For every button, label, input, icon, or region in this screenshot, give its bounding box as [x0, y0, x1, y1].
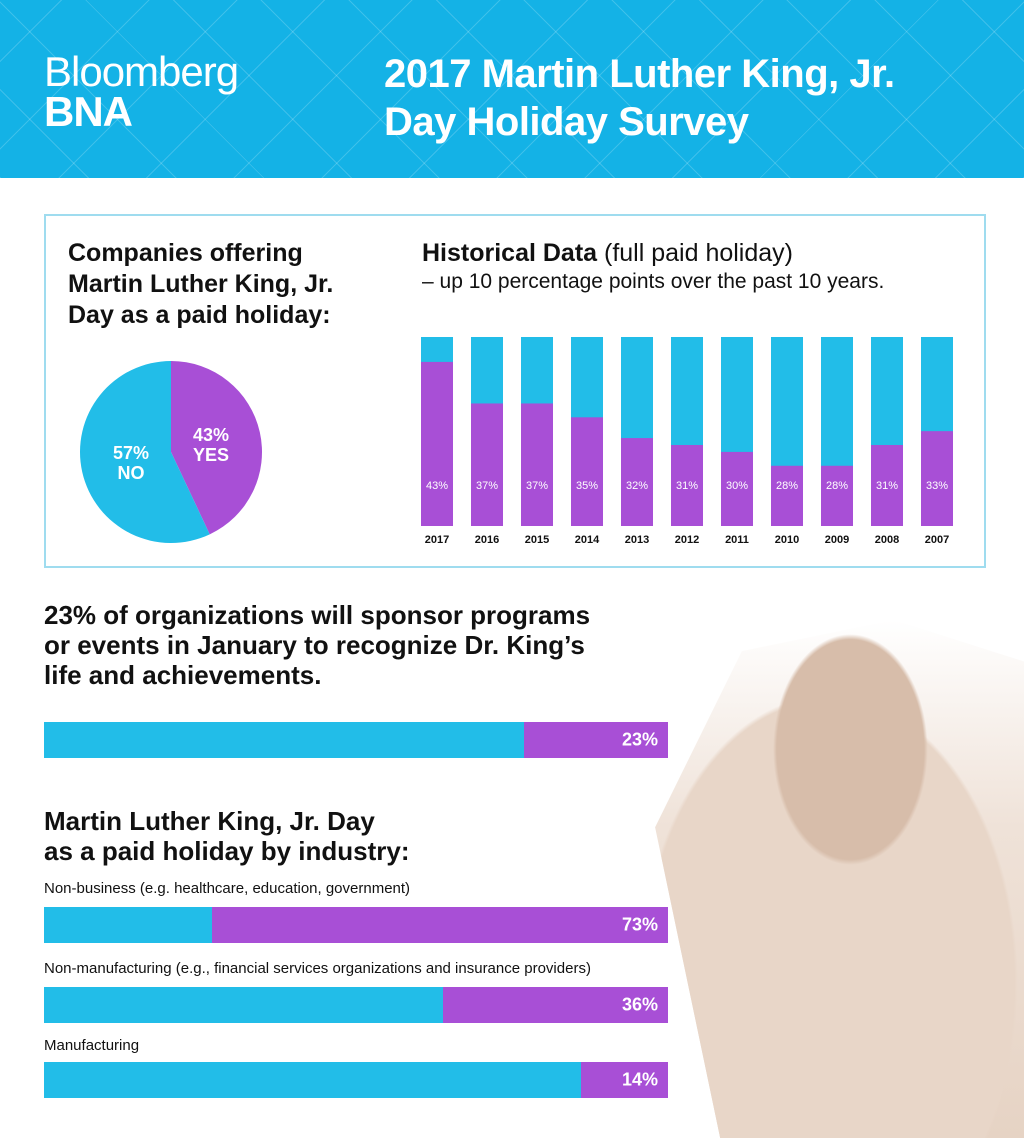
- historical-title-bold: Historical Data: [422, 239, 598, 267]
- bar-data-label: 35%: [576, 480, 598, 492]
- bar-value: [621, 438, 653, 526]
- bar-value-fill: [580, 1062, 668, 1098]
- mlk-statue-image: [655, 620, 1024, 1138]
- horizontal-bar: 73%: [44, 907, 668, 943]
- pie-category-label: NO: [118, 463, 145, 483]
- x-tick-label: 2009: [825, 534, 849, 546]
- x-tick-label: 2014: [575, 534, 600, 546]
- industry-title-line: as a paid holiday by industry:: [44, 836, 410, 866]
- x-tick-label: 2016: [475, 534, 499, 546]
- pie-title-line: Companies offering: [68, 239, 303, 267]
- pie-slice-yes: [171, 361, 262, 535]
- historical-title-rest: (full paid holiday): [597, 239, 793, 267]
- historical-title: Historical Data (full paid holiday): [422, 238, 793, 268]
- logo-line1: Bloomberg: [44, 48, 239, 95]
- bar-data-label: 36%: [621, 994, 658, 1015]
- industry-title: Martin Luther King, Jr. Day as a paid ho…: [44, 806, 410, 866]
- bar-data-label: 31%: [876, 480, 898, 492]
- x-tick-label: 2017: [425, 534, 449, 546]
- bar-value: [921, 431, 953, 526]
- industry-label: Non-business (e.g. healthcare, education…: [44, 880, 411, 897]
- bar-data-label: 73%: [621, 914, 658, 935]
- bar-value: [771, 465, 803, 526]
- bar-value: [871, 445, 903, 526]
- industry-label: Non-manufacturing (e.g., financial servi…: [44, 960, 591, 977]
- pie-value-label: 57%: [113, 443, 149, 463]
- industry-label: Manufacturing: [44, 1037, 140, 1054]
- x-tick-label: 2008: [875, 534, 899, 546]
- logo-line2: BNA: [44, 88, 133, 135]
- bar-value: [471, 403, 503, 526]
- bar-value: [721, 451, 753, 526]
- bar-value-fill: [443, 987, 668, 1023]
- horizontal-bar: 36%: [44, 987, 668, 1023]
- bar-value: [671, 445, 703, 526]
- header-banner: Bloomberg BNA 2017 Martin Luther King, J…: [0, 0, 1024, 178]
- pie-title-line: Day as a paid holiday:: [68, 301, 331, 329]
- pie-title: Companies offering Martin Luther King, J…: [68, 238, 333, 331]
- bar-value-fill: [212, 907, 668, 943]
- horizontal-bar: 14%: [44, 1062, 668, 1098]
- pie-slice-no: [79, 361, 210, 543]
- sponsor-title-line: life and achievements.: [44, 660, 322, 690]
- sponsor-title-line: or events in January to recognize Dr. Ki…: [44, 630, 585, 660]
- pie-title-line: Martin Luther King, Jr.: [68, 270, 334, 298]
- bar-data-label: 23%: [621, 729, 658, 750]
- bar-data-label: 31%: [676, 480, 698, 492]
- title-line2: Day Holiday Survey: [384, 100, 749, 144]
- historical-subtitle: – up 10 percentage points over the past …: [422, 270, 885, 293]
- x-tick-label: 2013: [625, 534, 649, 546]
- page-title: 2017 Martin Luther King, Jr. Day Holiday…: [384, 50, 895, 146]
- bloomberg-bna-logo: Bloomberg BNA: [44, 48, 239, 135]
- industry-title-line: Martin Luther King, Jr. Day: [44, 806, 375, 836]
- pie-value-label: 43%: [193, 425, 229, 445]
- bar-data-label: 33%: [926, 480, 948, 492]
- bar-data-label: 28%: [776, 480, 798, 492]
- x-tick-label: 2011: [725, 534, 749, 546]
- x-tick-label: 2012: [675, 534, 699, 546]
- sponsor-title: 23% of organizations will sponsor progra…: [44, 600, 590, 690]
- horizontal-bar: 23%: [44, 722, 668, 758]
- bar-data-label: 37%: [526, 480, 548, 492]
- bar-value-fill: [524, 722, 668, 758]
- x-tick-label: 2007: [925, 534, 949, 546]
- bar-data-label: 14%: [621, 1069, 658, 1090]
- x-tick-label: 2015: [525, 534, 549, 546]
- bar-data-label: 32%: [626, 480, 648, 492]
- title-line1: 2017 Martin Luther King, Jr.: [384, 52, 895, 96]
- bar-value: [571, 417, 603, 526]
- bar-data-label: 30%: [726, 480, 748, 492]
- pie-category-label: YES: [193, 445, 229, 465]
- bar-value: [521, 403, 553, 526]
- bar-value: [421, 361, 453, 526]
- bar-data-label: 37%: [476, 480, 498, 492]
- sponsor-title-line: 23% of organizations will sponsor progra…: [44, 600, 591, 630]
- bar-value: [821, 465, 853, 526]
- summary-panel: [44, 214, 986, 568]
- bar-data-label: 43%: [426, 480, 448, 492]
- bar-data-label: 28%: [826, 480, 848, 492]
- x-tick-label: 2010: [775, 534, 799, 546]
